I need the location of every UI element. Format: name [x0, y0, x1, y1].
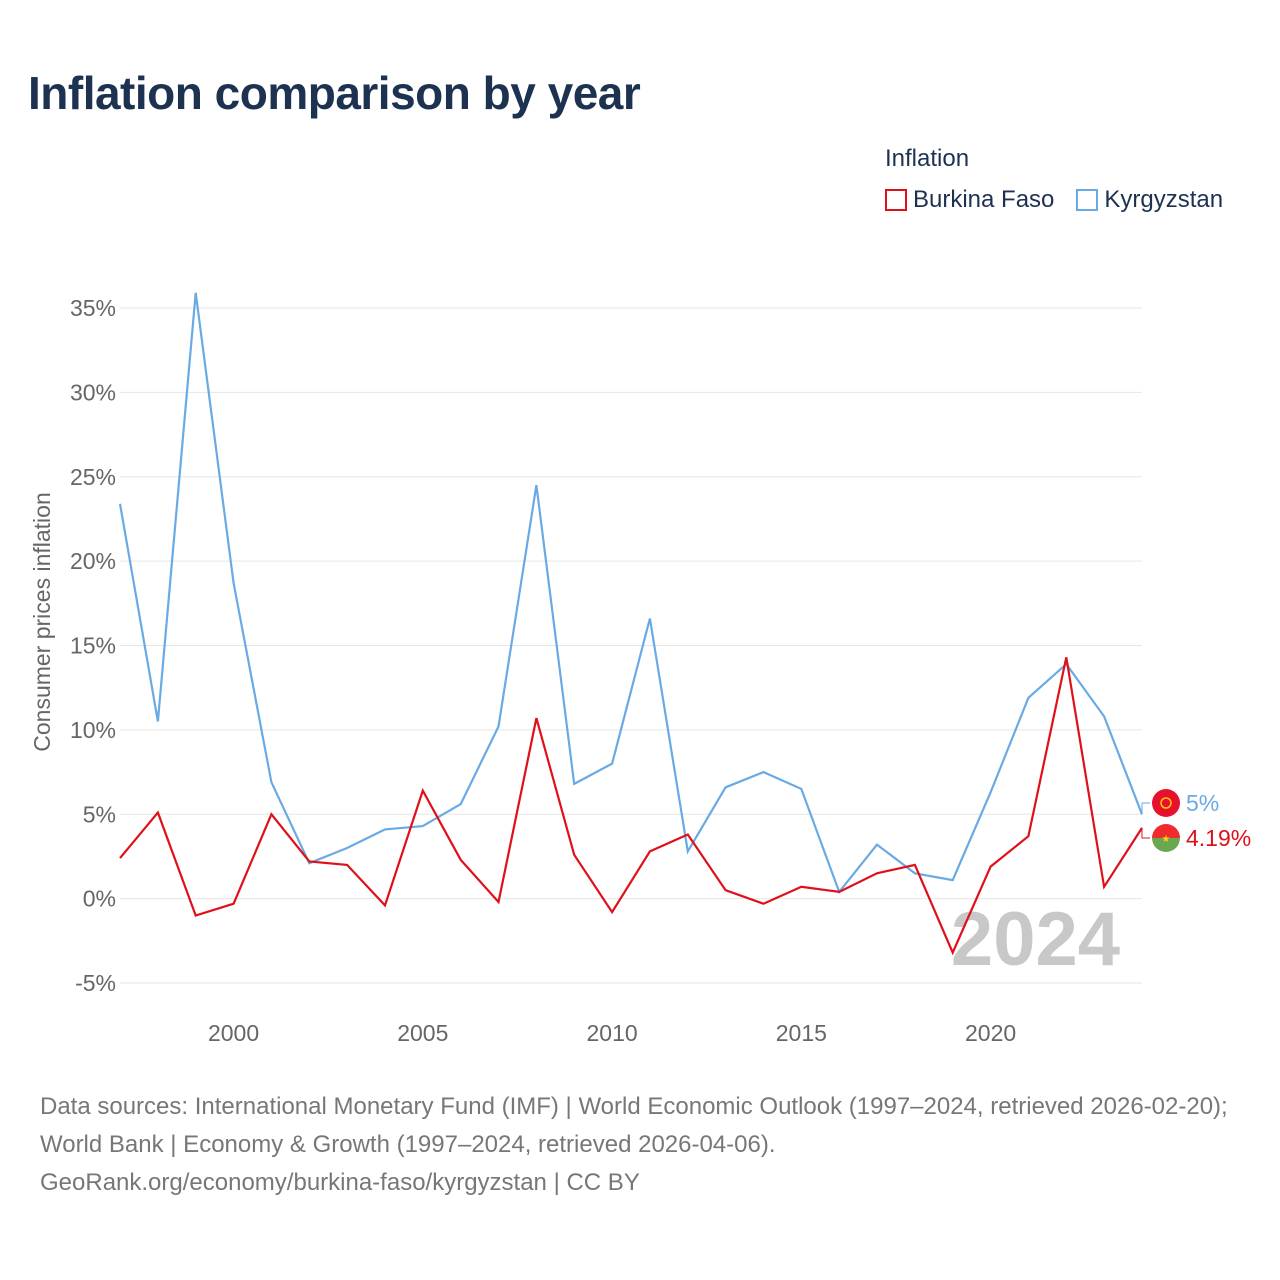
- legend-item-burkina-faso[interactable]: Burkina Faso: [885, 186, 1054, 214]
- credit-link[interactable]: GeoRank.org/economy/burkina-faso/kyrgyzs…: [40, 1169, 640, 1196]
- series-line-kyrgyzstan: [118, 292, 1144, 895]
- y-tick-label: 20%: [70, 548, 116, 574]
- flag-burkina-bottom: [1152, 838, 1180, 852]
- y-tick-label: 15%: [70, 633, 116, 659]
- y-tick-label: 10%: [70, 717, 116, 743]
- x-tick-label: 2005: [397, 1020, 448, 1046]
- x-tick-label: 2015: [776, 1020, 827, 1046]
- y-tick-label: 30%: [70, 379, 116, 405]
- x-tick-label: 2010: [586, 1020, 637, 1046]
- legend-title: Inflation: [885, 145, 970, 172]
- footer: Data sources: International Monetary Fun…: [40, 1088, 1250, 1202]
- y-tick-label: 5%: [83, 801, 116, 827]
- flag-kyrgyzstan-icon: [1152, 789, 1180, 817]
- data-sources: Data sources: International Monetary Fun…: [40, 1093, 1228, 1158]
- legend-label-kyrgyzstan: Kyrgyzstan: [1104, 186, 1224, 213]
- end-connector-kyrgyzstan: [1141, 802, 1150, 815]
- x-tick-label: 2020: [965, 1020, 1016, 1046]
- series-line-burkina-faso: [119, 657, 1143, 956]
- y-tick-label: 35%: [70, 295, 116, 321]
- flag-star-icon: ★: [1162, 834, 1171, 845]
- chart-title: Inflation comparison by year: [28, 67, 641, 119]
- legend-swatch-burkina-faso: [885, 189, 907, 211]
- x-tick-label: 2000: [208, 1020, 259, 1046]
- y-tick-label: -5%: [75, 970, 116, 996]
- y-tick-label: 25%: [70, 464, 116, 490]
- end-label-burkina-faso: 4.19%: [1186, 825, 1251, 851]
- legend-item-kyrgyzstan[interactable]: Kyrgyzstan: [1076, 186, 1223, 214]
- legend-label-burkina-faso: Burkina Faso: [913, 186, 1055, 213]
- y-axis-label: Consumer prices inflation: [29, 492, 55, 752]
- chart-area: 2024 -5% 0% 5% 10% 15% 20% 25% 30% 35% 2000 2005 20…: [29, 292, 1251, 1046]
- flag-sun-icon: [1160, 797, 1172, 809]
- y-tick-label: 0%: [83, 886, 116, 912]
- legend-swatch-kyrgyzstan: [1076, 189, 1099, 211]
- flag-burkina-top: [1152, 824, 1180, 838]
- end-connector-burkina-faso: [1141, 827, 1150, 839]
- year-watermark: 2024: [951, 897, 1120, 982]
- legend: Burkina Faso Kyrgyzstan: [885, 186, 1245, 214]
- end-label-kyrgyzstan: 5%: [1186, 790, 1219, 816]
